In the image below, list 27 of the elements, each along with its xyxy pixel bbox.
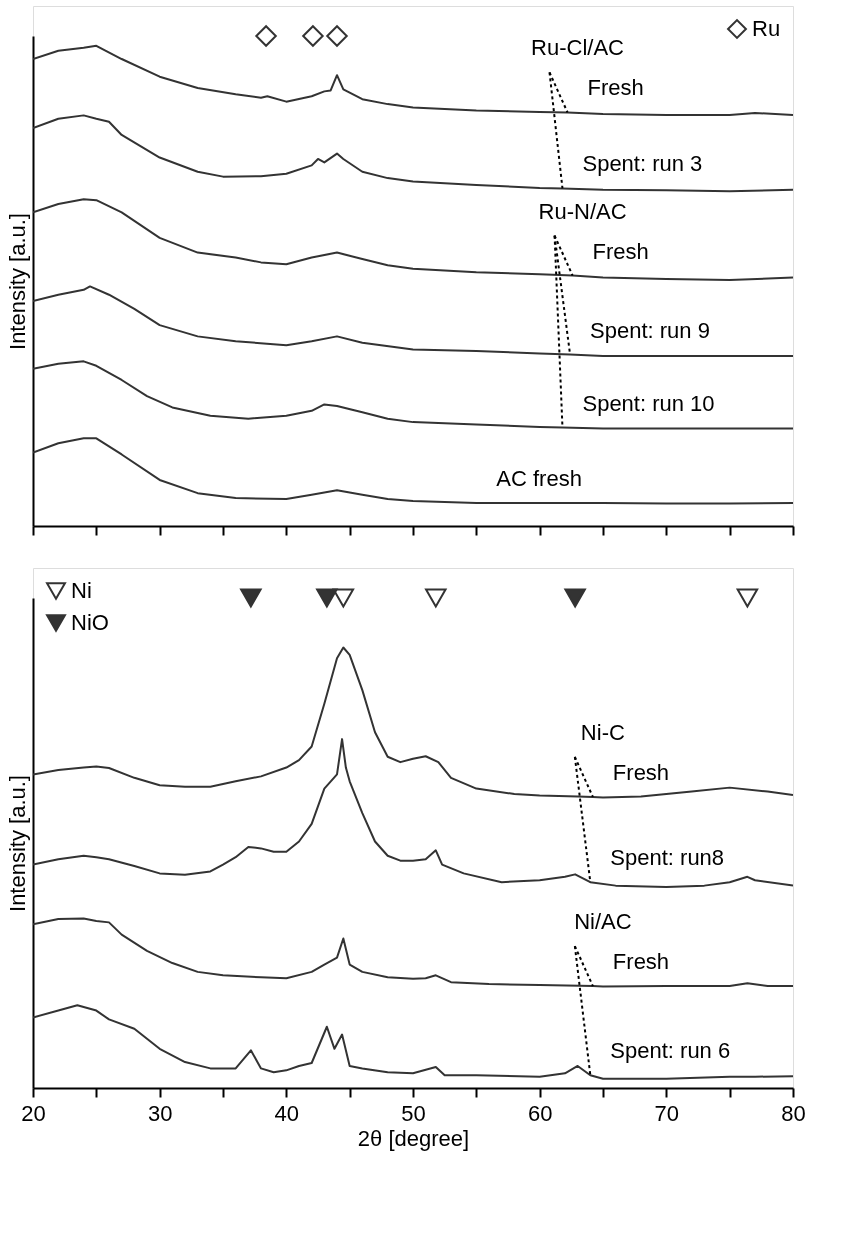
annotation: Ru-Cl/AC xyxy=(531,35,625,61)
annotation: Spent: run 3 xyxy=(582,151,703,177)
y-axis-title: Intensity [a.u.] xyxy=(4,775,30,912)
x-tick-label: 50 xyxy=(401,1100,426,1126)
x-tick-label: 80 xyxy=(781,1100,806,1126)
x-axis-title: 2θ [degree] xyxy=(357,1125,470,1151)
annotation: Fresh xyxy=(612,759,670,785)
annotation: Ni/AC xyxy=(574,909,632,935)
legend-label: Ru xyxy=(752,16,781,41)
x-tick-label: 60 xyxy=(527,1100,553,1126)
annotation: Ru-N/AC xyxy=(538,198,627,224)
y-axis-title: Intensity [a.u.] xyxy=(4,213,30,350)
annotation: AC fresh xyxy=(496,465,582,491)
legend-label: NiO xyxy=(71,610,109,635)
legend-label: Ni xyxy=(71,578,92,603)
annotation: Spent: run8 xyxy=(610,845,725,871)
annotation: Spent: run 6 xyxy=(610,1038,731,1064)
annotation: Spent: run 10 xyxy=(582,390,715,416)
annotation: Fresh xyxy=(592,238,649,264)
annotation: Fresh xyxy=(587,75,644,101)
x-tick-label: 70 xyxy=(654,1100,680,1126)
annotation: Spent: run 9 xyxy=(590,317,710,343)
x-tick-label: 30 xyxy=(147,1100,173,1126)
annotation: Ni-C xyxy=(580,719,625,745)
x-tick-label: 40 xyxy=(274,1100,300,1126)
x-tick-label: 20 xyxy=(21,1100,46,1126)
annotation: Fresh xyxy=(612,949,670,975)
